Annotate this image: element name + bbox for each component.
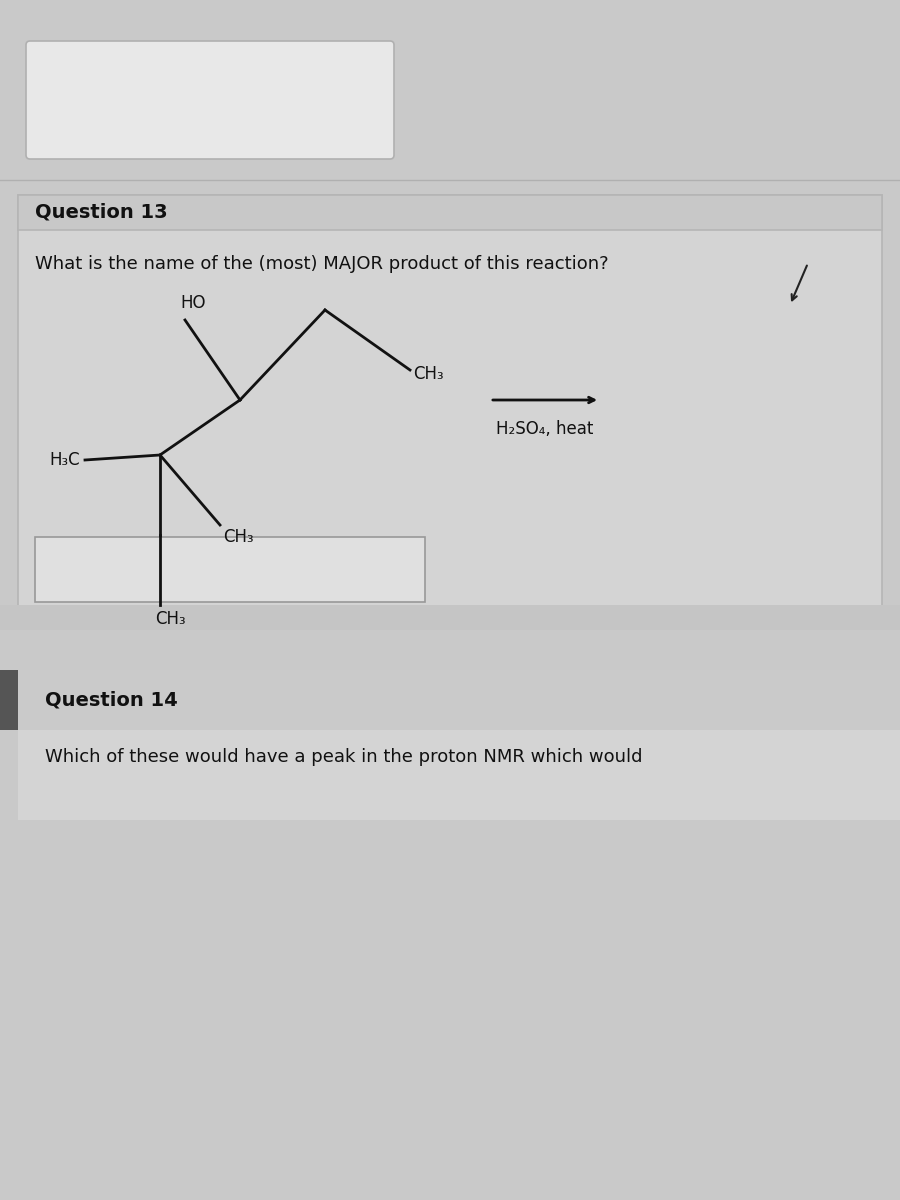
Text: CH₃: CH₃ [155,610,185,628]
Text: HO: HO [180,294,205,312]
Text: H₂SO₄, heat: H₂SO₄, heat [496,420,594,438]
FancyBboxPatch shape [18,670,900,730]
Text: Question 14: Question 14 [45,690,178,709]
FancyBboxPatch shape [35,538,425,602]
FancyBboxPatch shape [26,41,394,158]
Text: CH₃: CH₃ [413,365,444,383]
Text: CH₃: CH₃ [223,528,254,546]
FancyBboxPatch shape [0,605,900,630]
Text: Question 13: Question 13 [35,203,167,222]
Text: Which of these would have a peak in the proton NMR which would: Which of these would have a peak in the … [45,748,643,766]
FancyBboxPatch shape [0,670,18,730]
FancyBboxPatch shape [18,730,900,820]
Text: H₃C: H₃C [50,451,80,469]
Text: What is the name of the (most) MAJOR product of this reaction?: What is the name of the (most) MAJOR pro… [35,254,608,272]
FancyBboxPatch shape [18,194,882,230]
FancyBboxPatch shape [18,194,882,610]
